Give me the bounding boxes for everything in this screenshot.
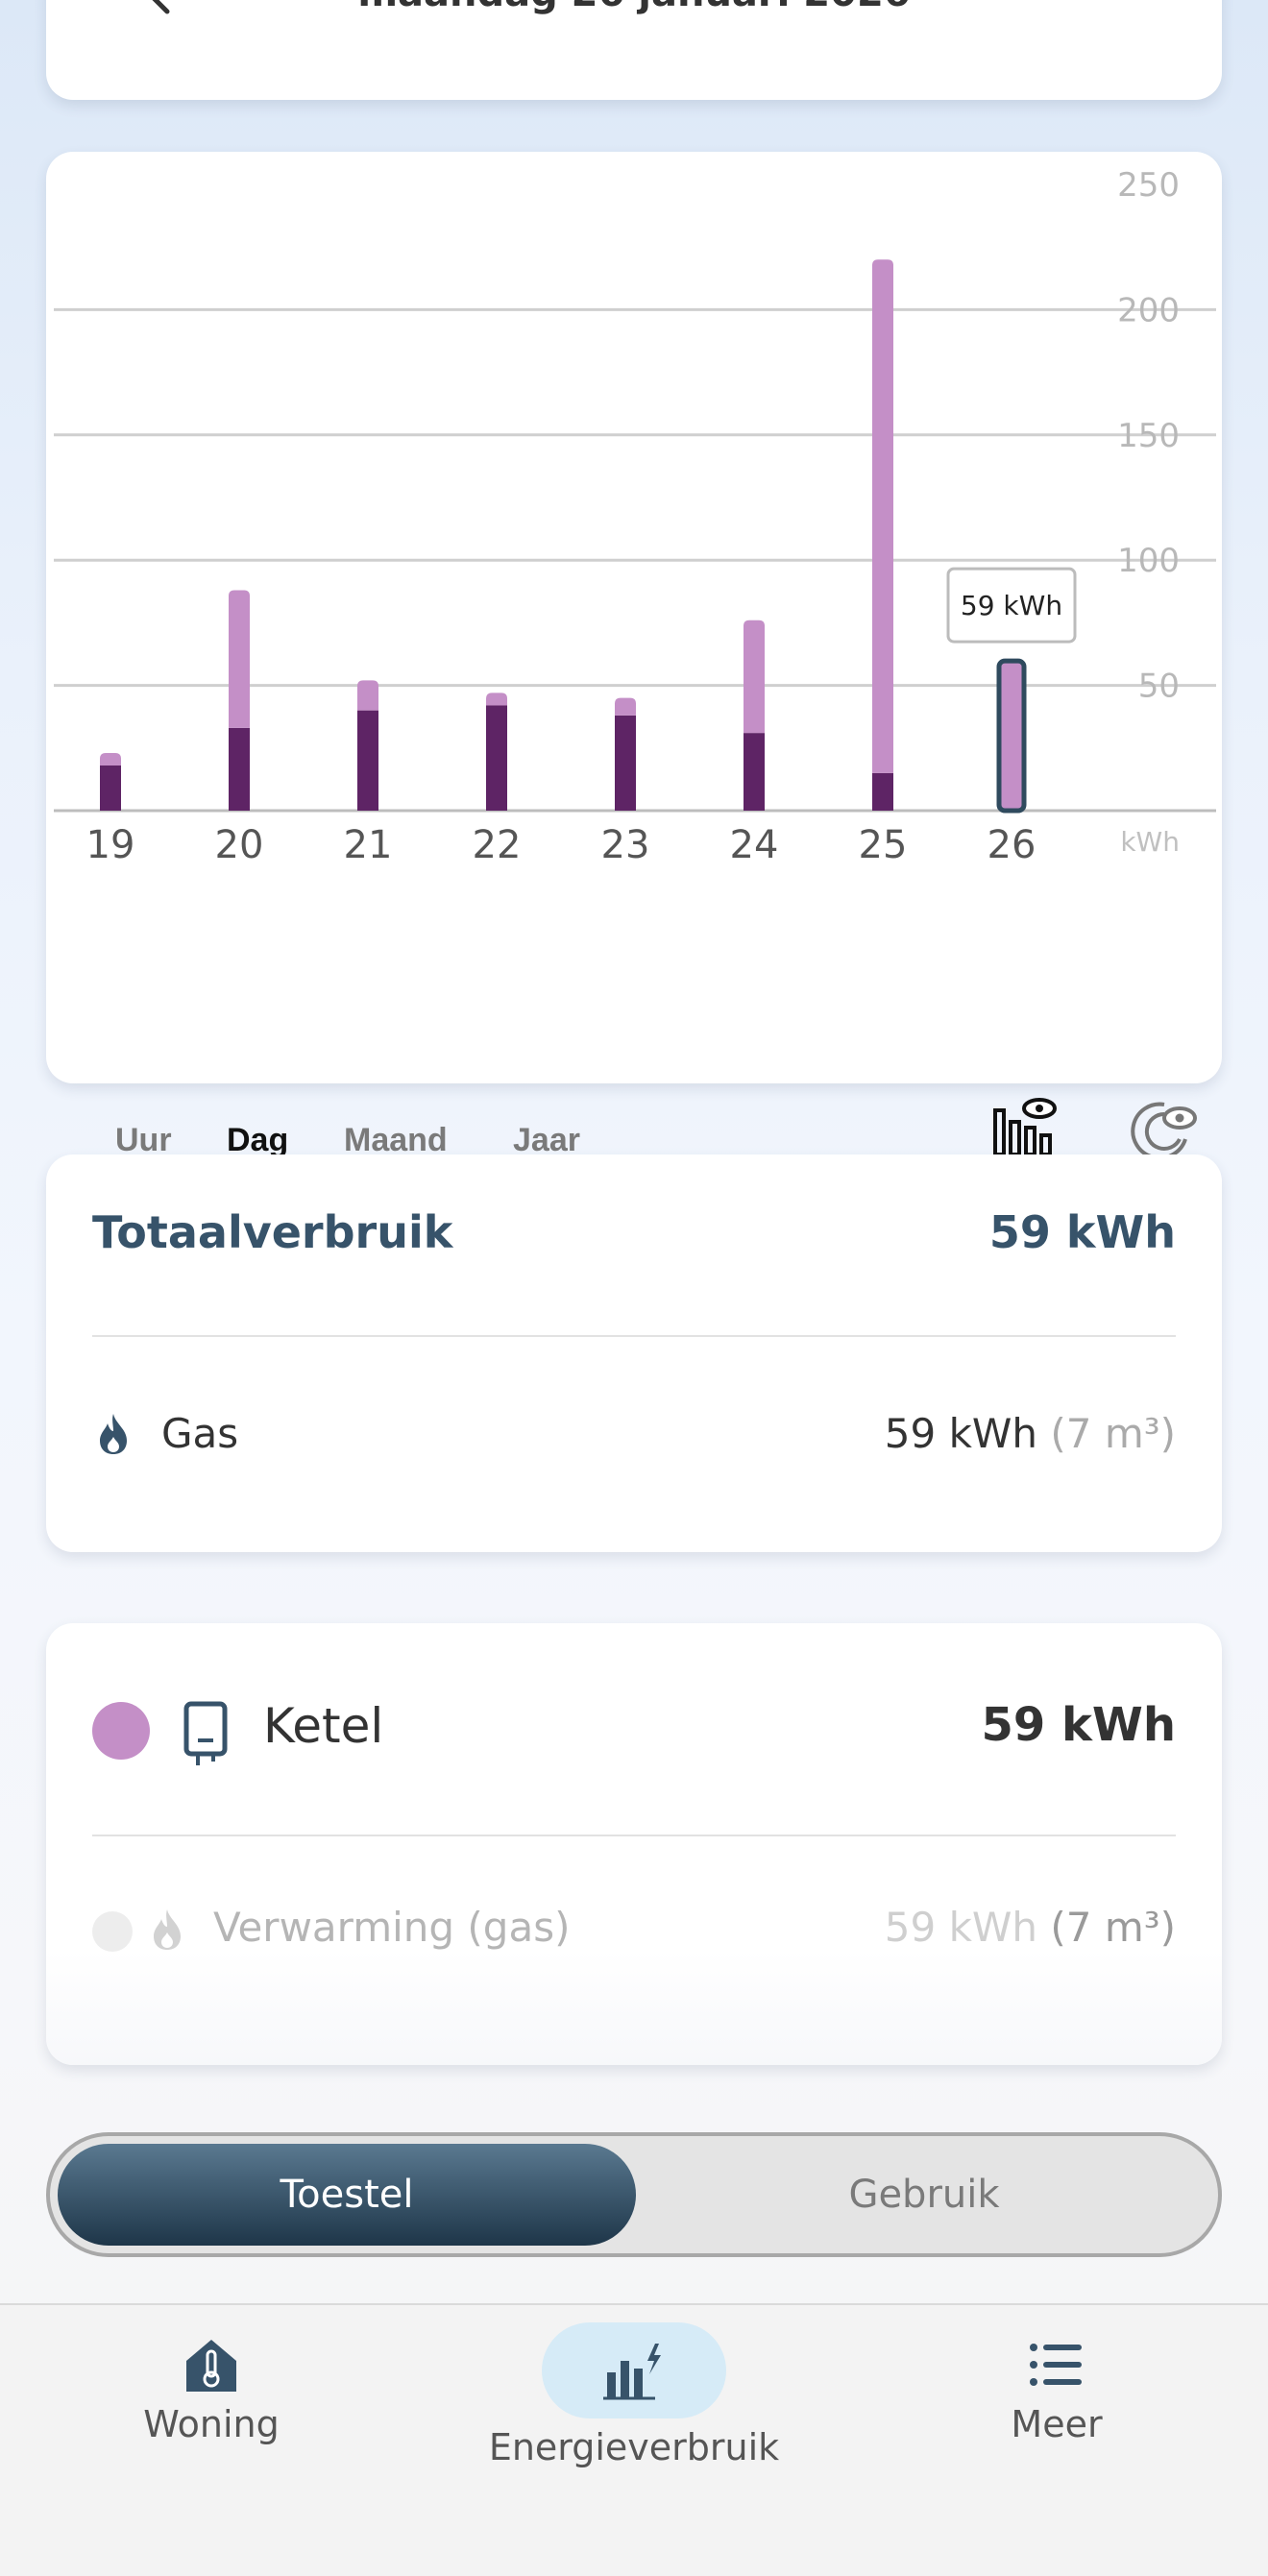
x-tick-label: 24 — [730, 823, 779, 867]
total-title: Totaalverbruik — [92, 1206, 453, 1258]
bar-segment-24-1[interactable] — [744, 620, 765, 734]
bar-segment-22-1[interactable] — [486, 693, 507, 706]
nav-meer-label: Meer — [1011, 2403, 1103, 2445]
sub-usage-kwh: 59 kWh — [884, 1904, 1038, 1951]
x-tick-label: 21 — [344, 823, 393, 867]
bottom-navigation: Woning Energieverbruik Meer — [0, 2303, 1268, 2576]
y-tick-label: 200 — [1117, 291, 1180, 329]
gas-label: Gas — [161, 1410, 239, 1457]
total-value: 59 kWh — [988, 1206, 1176, 1258]
x-tick-label: 25 — [859, 823, 908, 867]
x-tick-label: 26 — [988, 823, 1036, 867]
nav-energieverbruik[interactable]: Energieverbruik — [461, 2322, 807, 2468]
tab-uur[interactable]: Uur — [115, 1122, 172, 1158]
date-title: maandag 26 januari 2026 — [46, 0, 1222, 15]
bar-segment-20-1[interactable] — [229, 590, 250, 728]
tab-dag[interactable]: Dag — [227, 1122, 289, 1158]
bar-segment-19-1[interactable] — [100, 753, 121, 766]
y-unit-label: kWh — [1120, 826, 1180, 858]
y-tick-label: 150 — [1117, 417, 1180, 455]
house-thermometer-icon — [186, 2340, 236, 2392]
divider — [92, 1835, 1176, 1836]
sub-usage-value: 59 kWh (7 m³) — [885, 1904, 1176, 1951]
bar-chart-eye-icon[interactable] — [991, 1093, 1061, 1162]
bar-segment-23-0[interactable] — [615, 715, 636, 811]
tooltip-text: 59 kWh — [961, 590, 1062, 621]
tab-maand[interactable]: Maand — [344, 1122, 448, 1158]
x-tick-label: 22 — [473, 823, 522, 867]
flame-icon — [154, 1909, 181, 1950]
gas-value: 59 kWh (7 m³) — [885, 1410, 1176, 1457]
selected-bar-outline — [996, 658, 1027, 814]
boiler-icon — [183, 1701, 228, 1765]
toggle-toestel[interactable]: Toestel — [58, 2144, 636, 2246]
gas-kwh: 59 kWh — [884, 1410, 1038, 1457]
bar-segment-26-1[interactable] — [1001, 663, 1022, 811]
sub-usage-label: Verwarming (gas) — [213, 1904, 571, 1951]
pie-chart-eye-icon[interactable] — [1130, 1097, 1199, 1166]
y-tick-label: 100 — [1117, 542, 1180, 580]
gas-volume: (7 m³) — [1050, 1410, 1176, 1457]
energy-bar-chart[interactable]: 250 200 150 100 50 kWh 19 20 21 22 23 24 25 59 kWh 26 — [46, 152, 1222, 1055]
back-button[interactable] — [123, 0, 200, 35]
list-icon — [1030, 2344, 1082, 2386]
bar-segment-25-1[interactable] — [872, 259, 893, 773]
sub-series-dot — [92, 1911, 133, 1952]
bar-segment-23-1[interactable] — [615, 697, 636, 716]
x-tick-label: 20 — [215, 823, 264, 867]
flame-icon — [100, 1414, 127, 1454]
tab-jaar[interactable]: Jaar — [513, 1122, 580, 1158]
nav-meer[interactable]: Meer — [951, 2334, 1162, 2445]
toggle-gebruik[interactable]: Gebruik — [848, 2173, 1000, 2217]
x-tick-label: 19 — [86, 823, 135, 867]
bar-chart-bolt-icon — [603, 2344, 661, 2400]
chevron-left-icon — [152, 0, 170, 14]
bar-segment-25-0[interactable] — [872, 772, 893, 811]
y-tick-label: 250 — [1117, 166, 1180, 205]
bar-segment-21-1[interactable] — [357, 680, 378, 711]
bar-segment-22-0[interactable] — [486, 705, 507, 811]
energy-chart-card: 250 200 150 100 50 kWh 19 20 21 22 23 24 25 59 kWh 26 … — [46, 152, 1222, 1160]
bar-segment-21-0[interactable] — [357, 710, 378, 811]
x-tick-label: 23 — [601, 823, 650, 867]
device-value: 59 kWh — [981, 1698, 1176, 1752]
device-name: Ketel — [263, 1698, 384, 1754]
bar-segment-20-0[interactable] — [229, 727, 250, 811]
bar-segment-19-0[interactable] — [100, 766, 121, 811]
sub-usage-volume: (7 m³) — [1050, 1904, 1176, 1951]
device-card[interactable]: Ketel 59 kWh Verwarming (gas) 59 kWh (7 … — [46, 1623, 1222, 2065]
active-indicator — [542, 2322, 726, 2418]
series-color-dot — [92, 1702, 150, 1760]
card-fade — [46, 1950, 1222, 2065]
divider — [92, 1335, 1176, 1337]
nav-energieverbruik-label: Energieverbruik — [488, 2426, 780, 2468]
bar-segment-24-0[interactable] — [744, 733, 765, 811]
date-header-card: maandag 26 januari 2026 — [46, 0, 1222, 100]
nav-woning[interactable]: Woning — [106, 2334, 317, 2445]
tooltip-box — [946, 567, 1077, 644]
view-toggle: Toestel Gebruik — [46, 2132, 1222, 2257]
totals-card: Totaalverbruik 59 kWh Gas 59 kWh (7 m³) — [46, 1154, 1222, 1552]
y-tick-label: 50 — [1138, 668, 1180, 706]
nav-woning-label: Woning — [143, 2403, 280, 2445]
